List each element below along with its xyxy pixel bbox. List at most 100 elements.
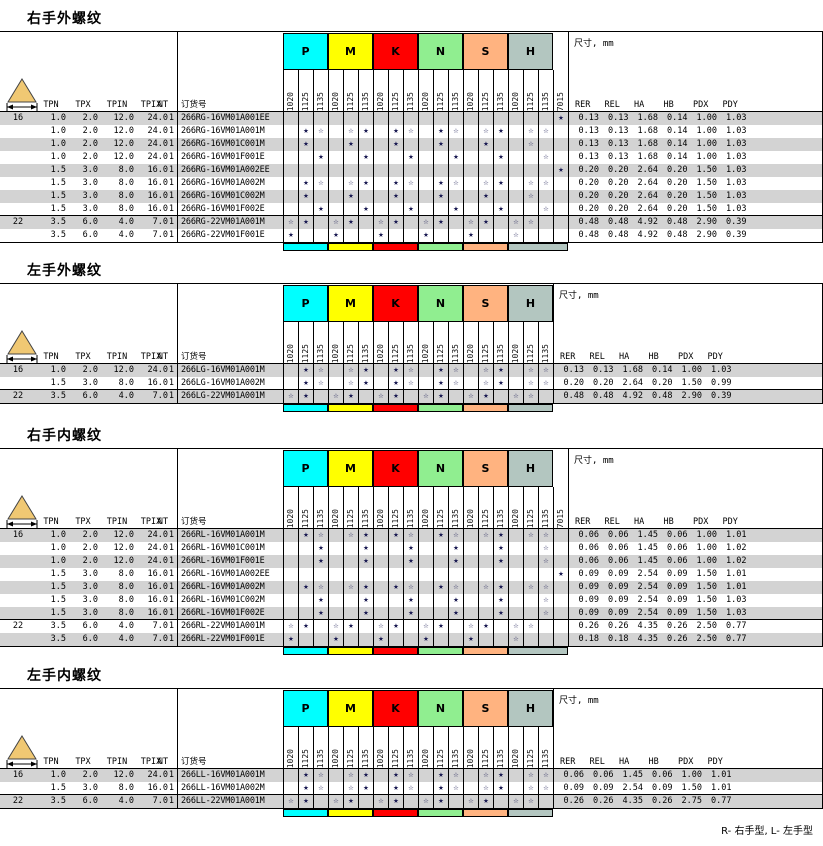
grade-band-M: M <box>328 450 373 487</box>
spec-value: 1 <box>168 178 174 188</box>
grade-subcolumn: 1135 <box>313 322 328 363</box>
star-cell <box>493 112 508 125</box>
star-cell <box>463 177 478 190</box>
star-cell <box>463 555 478 568</box>
dim-value: 0.09 <box>608 582 629 592</box>
dim-value: 1.50 <box>696 582 717 592</box>
grade-subcolumn: 1020 <box>508 70 523 111</box>
table-row: 1.0 2.0 12.0 24.0 1 266RL-16VM01F001E ★ ★ ★ ★ ★ ☆ 0.… <box>0 555 823 568</box>
dim-value: 2.54 <box>637 608 658 618</box>
star-cell <box>508 769 523 782</box>
grade-code-label: 1125 <box>436 91 445 111</box>
grade-band-H: H <box>508 450 553 487</box>
spec-value: 24.0 <box>147 139 168 149</box>
grade-code-label: 1135 <box>451 508 460 528</box>
star-cell: ★ <box>463 633 478 646</box>
grade-color-bar-S <box>463 647 508 655</box>
dim-value: 0.14 <box>652 365 673 375</box>
triangle-insert-icon <box>4 493 40 533</box>
grade-color-bar-H <box>508 404 553 412</box>
star-cell: ★ <box>298 390 313 403</box>
spec-value: 3.5 <box>50 217 66 227</box>
grade-code-label: 1125 <box>481 343 490 363</box>
star-cell: ★ <box>358 782 373 795</box>
star-cell <box>463 568 478 581</box>
grade-code-label: 1125 <box>391 508 400 528</box>
star-cell: ★ <box>343 216 358 229</box>
spec-value: 1 <box>168 556 174 566</box>
dim-value: 0.13 <box>578 139 599 149</box>
dim-value: 1.68 <box>637 126 658 136</box>
grade-subcolumn: 1135 <box>538 322 553 363</box>
spec-value: 8.0 <box>118 569 134 579</box>
star-cell: ☆ <box>523 620 538 633</box>
star-cell <box>553 581 568 594</box>
star-cell <box>463 529 478 542</box>
dim-value: 4.35 <box>637 634 658 644</box>
group-separator-rule <box>0 619 823 620</box>
star-cell <box>433 607 448 620</box>
star-cell <box>553 633 568 646</box>
dim-value: 1.50 <box>696 595 717 605</box>
star-cell: ☆ <box>523 177 538 190</box>
grade-subcolumn: 1020 <box>508 487 523 528</box>
grade-subcolumn: 1020 <box>463 70 478 111</box>
order-number: 266RG-16VM01A002EE <box>181 165 270 175</box>
star-cell: ★ <box>448 151 463 164</box>
star-cell <box>418 555 433 568</box>
spec-value: 3.0 <box>82 165 98 175</box>
star-cell <box>418 529 433 542</box>
dim-value: 0.14 <box>667 152 688 162</box>
star-cell <box>373 190 388 203</box>
star-cell <box>388 594 403 607</box>
grade-subcolumn: 1125 <box>298 727 313 768</box>
spec-value: 3.5 <box>50 796 66 806</box>
star-cell: ★ <box>493 177 508 190</box>
grade-color-bar-N <box>418 809 463 817</box>
star-cell <box>418 607 433 620</box>
spec-value: 4.0 <box>118 634 134 644</box>
dim-value: 2.54 <box>637 595 658 605</box>
star-cell <box>403 633 418 646</box>
dim-value: 0.09 <box>608 608 629 618</box>
grade-subcolumn: 1135 <box>403 727 418 768</box>
grade-band-N: N <box>418 285 463 322</box>
dim-value: 1.00 <box>696 126 717 136</box>
insert-size-value: 16 <box>12 365 24 375</box>
star-cell: ☆ <box>283 620 298 633</box>
star-cell <box>538 620 553 633</box>
dim-value: 0.09 <box>578 608 599 618</box>
dim-value: 1.03 <box>726 139 747 149</box>
star-cell: ★ <box>313 555 328 568</box>
star-cell <box>313 138 328 151</box>
star-cell: ★ <box>358 529 373 542</box>
dim-value: 0.06 <box>608 530 629 540</box>
star-cell <box>343 607 358 620</box>
grade-code-label: 1125 <box>526 748 535 768</box>
star-cell <box>508 581 523 594</box>
star-cell: ★ <box>298 216 313 229</box>
star-cell: ☆ <box>508 229 523 242</box>
grade-code-label: 1020 <box>466 508 475 528</box>
star-cell <box>418 125 433 138</box>
grade-code-label: 1020 <box>466 343 475 363</box>
star-cell <box>283 529 298 542</box>
star-cell <box>358 164 373 177</box>
order-number-header: 订货号 <box>181 100 207 110</box>
star-cell: ☆ <box>523 138 538 151</box>
dim-header-hb: HB <box>663 100 674 110</box>
spec-value: 4.0 <box>118 230 134 240</box>
spec-value: 1.5 <box>50 378 66 388</box>
spec-value: 1 <box>168 217 174 227</box>
star-cell <box>298 112 313 125</box>
insert-size-value: 22 <box>12 217 24 227</box>
star-cell: ☆ <box>403 177 418 190</box>
grade-color-bar-H <box>508 809 553 817</box>
grade-subcolumn: 1020 <box>463 727 478 768</box>
star-cell: ☆ <box>523 377 538 390</box>
dim-value: 2.64 <box>637 165 658 175</box>
grade-band-label: H <box>525 297 536 310</box>
dim-header-pdx: PDX <box>693 100 709 110</box>
star-cell <box>448 190 463 203</box>
star-cell: ☆ <box>538 377 553 390</box>
